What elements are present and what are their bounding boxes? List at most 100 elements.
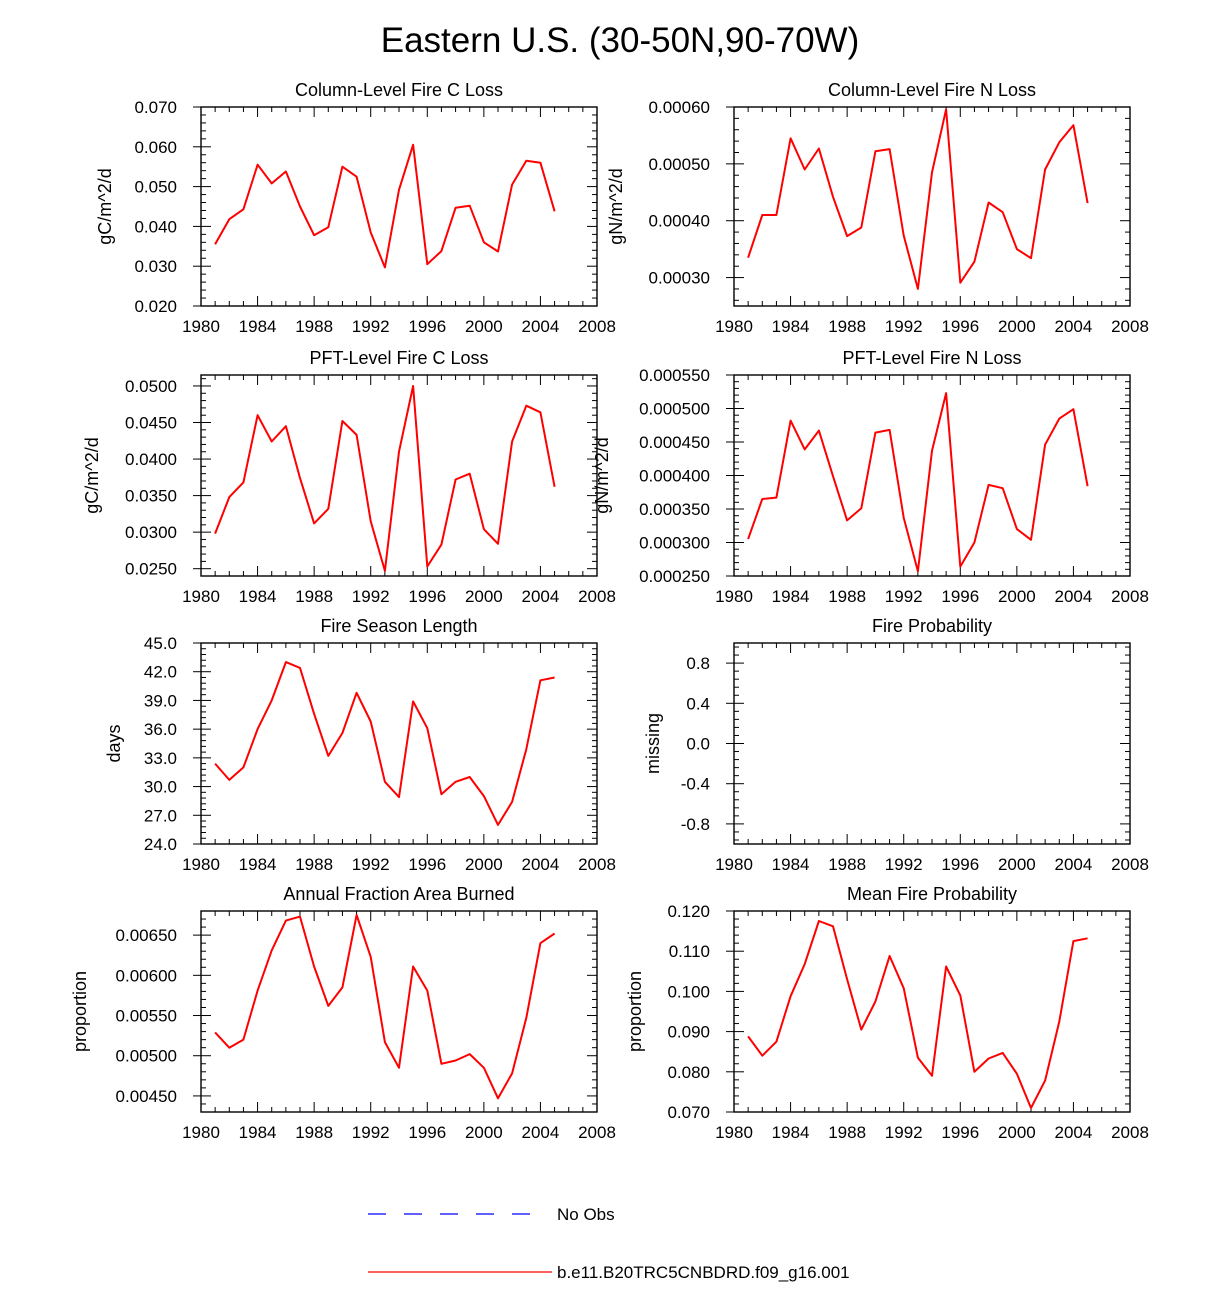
x-tick-label: 2008 xyxy=(578,1123,616,1142)
x-tick-label: 1988 xyxy=(828,1123,866,1142)
x-tick-label: 1992 xyxy=(885,587,923,606)
y-tick-label: 0.040 xyxy=(134,217,177,236)
y-axis-label: proportion xyxy=(70,971,90,1052)
panel-title: Mean Fire Probability xyxy=(847,884,1017,904)
x-tick-label: 1988 xyxy=(295,1123,333,1142)
x-tick-label: 2008 xyxy=(578,317,616,336)
x-tick-label: 2000 xyxy=(465,855,503,874)
panel-title: Column-Level Fire C Loss xyxy=(295,80,503,100)
figure-title: Eastern U.S. (30-50N,90-70W) xyxy=(381,21,860,60)
y-tick-label: 0.00600 xyxy=(116,966,177,985)
y-tick-label: 0.00450 xyxy=(116,1087,177,1106)
x-tick-label: 2000 xyxy=(998,317,1036,336)
panel-6: Fire Probability 1980 1984 1988 1992 1996 2000… xyxy=(643,616,1149,874)
x-tick-label: 2000 xyxy=(465,317,503,336)
y-tick-label: 24.0 xyxy=(144,835,177,854)
y-tick-label: -0.4 xyxy=(681,775,710,794)
y-axis-label: gN/m^2/d xyxy=(606,168,626,244)
y-tick-label: 0.0450 xyxy=(125,414,177,433)
y-tick-label: 0.00650 xyxy=(116,926,177,945)
x-tick-label: 1980 xyxy=(715,587,753,606)
x-tick-label: 1992 xyxy=(352,317,390,336)
series-line-1 xyxy=(214,143,556,269)
x-tick-label: 1984 xyxy=(772,587,810,606)
x-tick-label: 1988 xyxy=(295,317,333,336)
y-tick-label: 45.0 xyxy=(144,634,177,653)
panel-5: Fire Season Length 1980 1984 1988 1992 1996 20… xyxy=(104,616,616,874)
x-tick-label: 1980 xyxy=(715,855,753,874)
y-tick-label: 33.0 xyxy=(144,749,177,768)
y-tick-label: 0.0400 xyxy=(125,450,177,469)
y-tick-label: 39.0 xyxy=(144,691,177,710)
x-tick-label: 1980 xyxy=(715,1123,753,1142)
y-tick-label: 0.100 xyxy=(667,982,710,1001)
y-tick-label: 0.000550 xyxy=(639,366,710,385)
x-tick-label: 1996 xyxy=(408,587,446,606)
y-tick-label: 0.00060 xyxy=(649,98,710,117)
x-tick-label: 1980 xyxy=(715,317,753,336)
panel-7: Annual Fraction Area Burned 1980 1984 1988 1… xyxy=(70,884,616,1142)
series-line-1 xyxy=(214,661,555,826)
y-tick-label: 0.000400 xyxy=(639,467,710,486)
x-tick-label: 1988 xyxy=(828,855,866,874)
x-tick-label: 1980 xyxy=(182,317,220,336)
x-tick-label: 2004 xyxy=(522,587,560,606)
x-tick-label: 1988 xyxy=(828,317,866,336)
panel-title: Column-Level Fire N Loss xyxy=(828,80,1036,100)
x-tick-label: 1980 xyxy=(182,855,220,874)
x-tick-label: 1992 xyxy=(352,1123,390,1142)
x-tick-label: 2008 xyxy=(1111,1123,1149,1142)
y-tick-label: 0.000250 xyxy=(639,567,710,586)
y-tick-label: 0.0500 xyxy=(125,377,177,396)
x-tick-label: 1996 xyxy=(408,317,446,336)
plot-frame xyxy=(200,642,598,845)
x-tick-label: 2000 xyxy=(998,587,1036,606)
x-tick-label: 1996 xyxy=(408,1123,446,1142)
y-tick-label: 0.060 xyxy=(134,138,177,157)
x-tick-label: 1992 xyxy=(885,855,923,874)
x-tick-label: 1988 xyxy=(295,587,333,606)
y-tick-label: 0.0250 xyxy=(125,560,177,579)
panel-3: PFT-Level Fire C Loss 1980 1984 1988 1992 199… xyxy=(82,348,616,606)
x-tick-label: 1988 xyxy=(295,855,333,874)
panel-title: Annual Fraction Area Burned xyxy=(283,884,514,904)
plot-frame xyxy=(200,910,598,1113)
x-tick-label: 2004 xyxy=(1055,855,1093,874)
y-tick-label: -0.8 xyxy=(681,815,710,834)
series-line-1 xyxy=(747,108,1089,290)
y-tick-label: 0.050 xyxy=(134,178,177,197)
y-tick-label: 0.090 xyxy=(667,1023,710,1042)
x-tick-label: 1996 xyxy=(941,587,979,606)
y-tick-label: 0.020 xyxy=(134,297,177,316)
x-tick-label: 2004 xyxy=(1055,1123,1093,1142)
panel-4: PFT-Level Fire N Loss 1980 1984 1988 1992 199… xyxy=(592,348,1149,606)
y-tick-label: 0.000500 xyxy=(639,400,710,419)
x-tick-label: 1984 xyxy=(772,1123,810,1142)
plot-frame xyxy=(200,106,598,307)
y-tick-label: 0.070 xyxy=(667,1103,710,1122)
series-line-1 xyxy=(747,392,1089,573)
x-tick-label: 1984 xyxy=(772,317,810,336)
y-axis-label: missing xyxy=(643,713,663,774)
y-tick-label: 0.00550 xyxy=(116,1007,177,1026)
y-axis-label: proportion xyxy=(625,971,645,1052)
y-axis-label: gN/m^2/d xyxy=(592,437,612,513)
x-tick-label: 1992 xyxy=(885,317,923,336)
x-tick-label: 1984 xyxy=(239,855,277,874)
plot-frame xyxy=(733,374,1131,577)
panel-title: PFT-Level Fire C Loss xyxy=(309,348,488,368)
y-tick-label: 0.0 xyxy=(686,735,710,754)
x-tick-label: 2004 xyxy=(522,1123,560,1142)
x-tick-label: 1984 xyxy=(239,317,277,336)
y-tick-label: 0.000350 xyxy=(639,500,710,519)
x-tick-label: 2008 xyxy=(1111,855,1149,874)
x-tick-label: 1984 xyxy=(239,587,277,606)
panel-8: Mean Fire Probability 1980 1984 1988 1992 199… xyxy=(625,884,1149,1142)
y-tick-label: 0.4 xyxy=(686,694,710,713)
x-tick-label: 1996 xyxy=(408,855,446,874)
legend-label-no-obs: No Obs xyxy=(557,1205,615,1224)
plot-frame xyxy=(200,374,598,577)
y-tick-label: 0.120 xyxy=(667,902,710,921)
x-tick-label: 2000 xyxy=(998,855,1036,874)
